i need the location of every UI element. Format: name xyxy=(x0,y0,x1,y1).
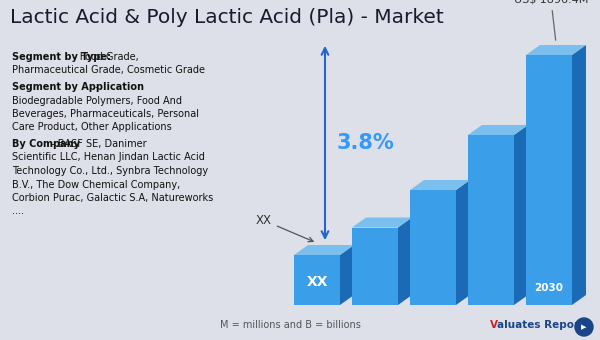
Text: US$ 1896.4M: US$ 1896.4M xyxy=(514,0,588,40)
Polygon shape xyxy=(410,180,470,190)
Text: ▶: ▶ xyxy=(581,324,587,330)
Polygon shape xyxy=(456,180,470,305)
Text: Scientific LLC, Henan Jindan Lactic Acid: Scientific LLC, Henan Jindan Lactic Acid xyxy=(12,153,205,163)
Polygon shape xyxy=(294,255,340,305)
Text: aluates Reports: aluates Reports xyxy=(497,320,590,330)
Text: 2030: 2030 xyxy=(535,283,563,293)
Text: - Food Grade,: - Food Grade, xyxy=(70,52,139,62)
Text: Lactic Acid & Poly Lactic Acid (Pla) - Market: Lactic Acid & Poly Lactic Acid (Pla) - M… xyxy=(10,8,444,27)
Text: M = millions and B = billions: M = millions and B = billions xyxy=(220,320,361,330)
Text: ....: .... xyxy=(12,206,24,217)
Text: B.V., The Dow Chemical Company,: B.V., The Dow Chemical Company, xyxy=(12,180,180,189)
Circle shape xyxy=(575,318,593,336)
Text: By Company: By Company xyxy=(12,139,80,149)
Text: Corbion Purac, Galactic S.A, Natureworks: Corbion Purac, Galactic S.A, Natureworks xyxy=(12,193,213,203)
Polygon shape xyxy=(526,55,572,305)
Polygon shape xyxy=(294,245,354,255)
Polygon shape xyxy=(398,218,412,305)
Text: XX: XX xyxy=(306,275,328,289)
Polygon shape xyxy=(526,45,586,55)
Polygon shape xyxy=(340,245,354,305)
Polygon shape xyxy=(410,190,456,305)
Text: Segment by Application: Segment by Application xyxy=(12,82,144,92)
Text: Biodegradable Polymers, Food And: Biodegradable Polymers, Food And xyxy=(12,96,182,105)
Text: V: V xyxy=(490,320,498,330)
Text: 3.8%: 3.8% xyxy=(337,133,395,153)
Polygon shape xyxy=(352,218,412,227)
Polygon shape xyxy=(572,45,586,305)
Text: - BASF SE, Danimer: - BASF SE, Danimer xyxy=(49,139,147,149)
Text: Technology Co., Ltd., Synbra Technology: Technology Co., Ltd., Synbra Technology xyxy=(12,166,208,176)
Text: Beverages, Pharmaceuticals, Personal: Beverages, Pharmaceuticals, Personal xyxy=(12,109,199,119)
Polygon shape xyxy=(468,135,514,305)
Text: Pharmaceutical Grade, Cosmetic Grade: Pharmaceutical Grade, Cosmetic Grade xyxy=(12,66,205,75)
Polygon shape xyxy=(514,125,528,305)
Text: -: - xyxy=(92,82,99,92)
Polygon shape xyxy=(352,227,398,305)
Text: XX: XX xyxy=(256,214,313,242)
Polygon shape xyxy=(468,125,528,135)
Text: Care Product, Other Applications: Care Product, Other Applications xyxy=(12,122,172,133)
Text: Segment by Type:: Segment by Type: xyxy=(12,52,111,62)
